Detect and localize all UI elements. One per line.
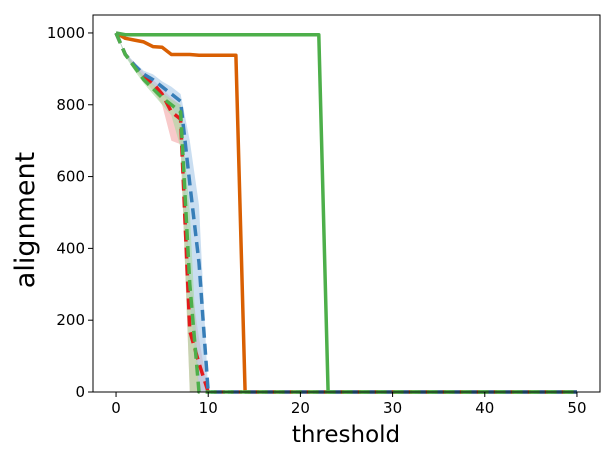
y-tick-label: 200 (56, 311, 85, 329)
y-tick-label: 800 (56, 96, 85, 114)
x-tick-label: 50 (567, 399, 586, 417)
x-tick-label: 0 (111, 399, 121, 417)
y-tick-label: 1000 (47, 24, 85, 42)
y-tick-label: 0 (75, 383, 85, 401)
x-tick-label: 30 (383, 399, 402, 417)
x-tick-label: 10 (199, 399, 218, 417)
x-axis-label: threshold (292, 422, 400, 448)
plot-frame (92, 14, 601, 393)
series-lines (114, 31, 577, 394)
x-axis-ticks: 0 10 20 30 40 50 (111, 392, 587, 417)
line-series-3 (114, 32, 577, 394)
x-tick-label: 20 (291, 399, 310, 417)
line-series-4 (114, 32, 577, 394)
y-axis-label: alignment (10, 152, 41, 288)
x-tick-label: 40 (475, 399, 494, 417)
y-tick-label: 400 (56, 239, 85, 257)
y-tick-label: 600 (56, 168, 85, 186)
y-axis-ticks: 0 200 400 600 800 1000 (47, 24, 93, 401)
